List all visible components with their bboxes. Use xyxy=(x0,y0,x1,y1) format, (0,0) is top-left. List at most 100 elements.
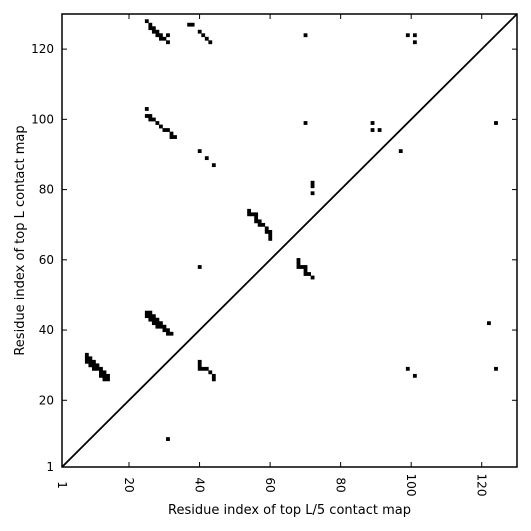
contact-point xyxy=(211,377,216,382)
contact-point xyxy=(84,352,89,357)
plot-frame xyxy=(61,13,518,468)
contact-point xyxy=(412,40,417,45)
contact-point xyxy=(155,33,160,38)
contact-point xyxy=(405,33,410,38)
contact-point xyxy=(151,117,156,122)
contact-point xyxy=(296,265,301,269)
contact-point xyxy=(166,437,170,441)
contact-point xyxy=(162,128,167,132)
contact-point xyxy=(162,324,167,329)
contact-point xyxy=(211,373,216,378)
x-tick-label: 60 xyxy=(263,477,277,492)
contact-point xyxy=(148,114,153,118)
x-tick-label: 40 xyxy=(193,477,207,492)
contact-point xyxy=(310,275,315,280)
y-axis-label: Residue index of top L contact map xyxy=(13,125,28,355)
contact-point xyxy=(370,128,375,132)
y-tick-label: 100 xyxy=(31,112,54,126)
contact-point xyxy=(412,373,417,378)
contact-point xyxy=(166,328,170,333)
contact-point xyxy=(88,359,93,364)
contact-point xyxy=(148,314,153,319)
contact-point xyxy=(208,370,213,375)
contact-point xyxy=(204,366,209,371)
contact-point xyxy=(268,233,273,238)
contact-point xyxy=(166,128,170,132)
contact-point xyxy=(158,33,163,38)
contact-point xyxy=(166,33,170,38)
contact-point xyxy=(204,36,209,41)
x-axis-label: Residue index of top L/5 contact map xyxy=(168,503,411,518)
contact-point xyxy=(144,314,149,319)
contact-point xyxy=(296,261,301,266)
contact-point xyxy=(211,163,216,168)
x-tick-label: 100 xyxy=(404,474,418,497)
contact-point xyxy=(268,236,273,241)
contact-point xyxy=(151,321,156,326)
contact-point xyxy=(144,107,149,111)
contact-point xyxy=(144,19,149,24)
contact-point xyxy=(155,324,160,329)
contact-point xyxy=(197,29,202,34)
contact-point xyxy=(169,135,174,139)
contact-point xyxy=(106,377,110,382)
contact-point xyxy=(158,124,163,129)
x-tick-label: 1 xyxy=(55,481,69,489)
y-tick-label: 20 xyxy=(39,393,54,407)
contact-point xyxy=(303,265,308,269)
contact-point xyxy=(91,363,96,368)
contact-point xyxy=(148,117,153,122)
contact-point xyxy=(303,272,308,276)
contact-point xyxy=(398,149,403,154)
contact-point xyxy=(99,370,103,375)
contact-point xyxy=(494,366,498,371)
y-tick-label: 1 xyxy=(46,460,54,474)
contact-point xyxy=(99,373,103,378)
contact-point xyxy=(144,114,149,118)
contact-point xyxy=(99,366,103,371)
contact-point xyxy=(187,22,192,27)
contact-point xyxy=(155,321,160,326)
contact-point xyxy=(197,149,202,154)
contact-point xyxy=(264,226,269,231)
contact-point xyxy=(155,121,160,125)
contact-point xyxy=(151,26,156,31)
contact-point xyxy=(95,366,100,371)
contact-point xyxy=(158,324,163,329)
contact-point xyxy=(197,363,202,368)
contact-point xyxy=(254,212,259,217)
contact-point xyxy=(264,229,269,234)
contact-point xyxy=(84,356,89,361)
contact-point xyxy=(148,26,153,31)
contact-point xyxy=(197,359,202,364)
contact-point xyxy=(303,33,308,38)
contact-point xyxy=(310,191,315,196)
contact-point xyxy=(173,135,177,139)
contact-point xyxy=(162,36,167,41)
y-tick-label: 80 xyxy=(39,183,54,197)
contact-point xyxy=(91,366,96,371)
contact-point xyxy=(166,331,170,336)
contact-point xyxy=(169,331,174,336)
x-tick-label: 120 xyxy=(475,474,489,497)
contact-point xyxy=(162,328,167,333)
contact-point xyxy=(144,310,149,315)
contact-point xyxy=(208,40,213,45)
y-tick-label: 60 xyxy=(39,253,54,267)
contact-point xyxy=(257,219,262,224)
contact-point xyxy=(169,131,174,136)
contact-point xyxy=(254,219,259,224)
y-tick-label: 120 xyxy=(31,42,54,56)
contact-point xyxy=(158,36,163,41)
contact-point xyxy=(201,366,206,371)
contact-point xyxy=(370,121,375,125)
contact-point xyxy=(148,317,153,322)
contact-point xyxy=(247,212,252,217)
contact-point xyxy=(158,321,163,326)
contact-point xyxy=(268,229,273,234)
contact-point xyxy=(250,212,255,217)
contact-point xyxy=(494,121,498,125)
contact-points xyxy=(84,19,498,441)
